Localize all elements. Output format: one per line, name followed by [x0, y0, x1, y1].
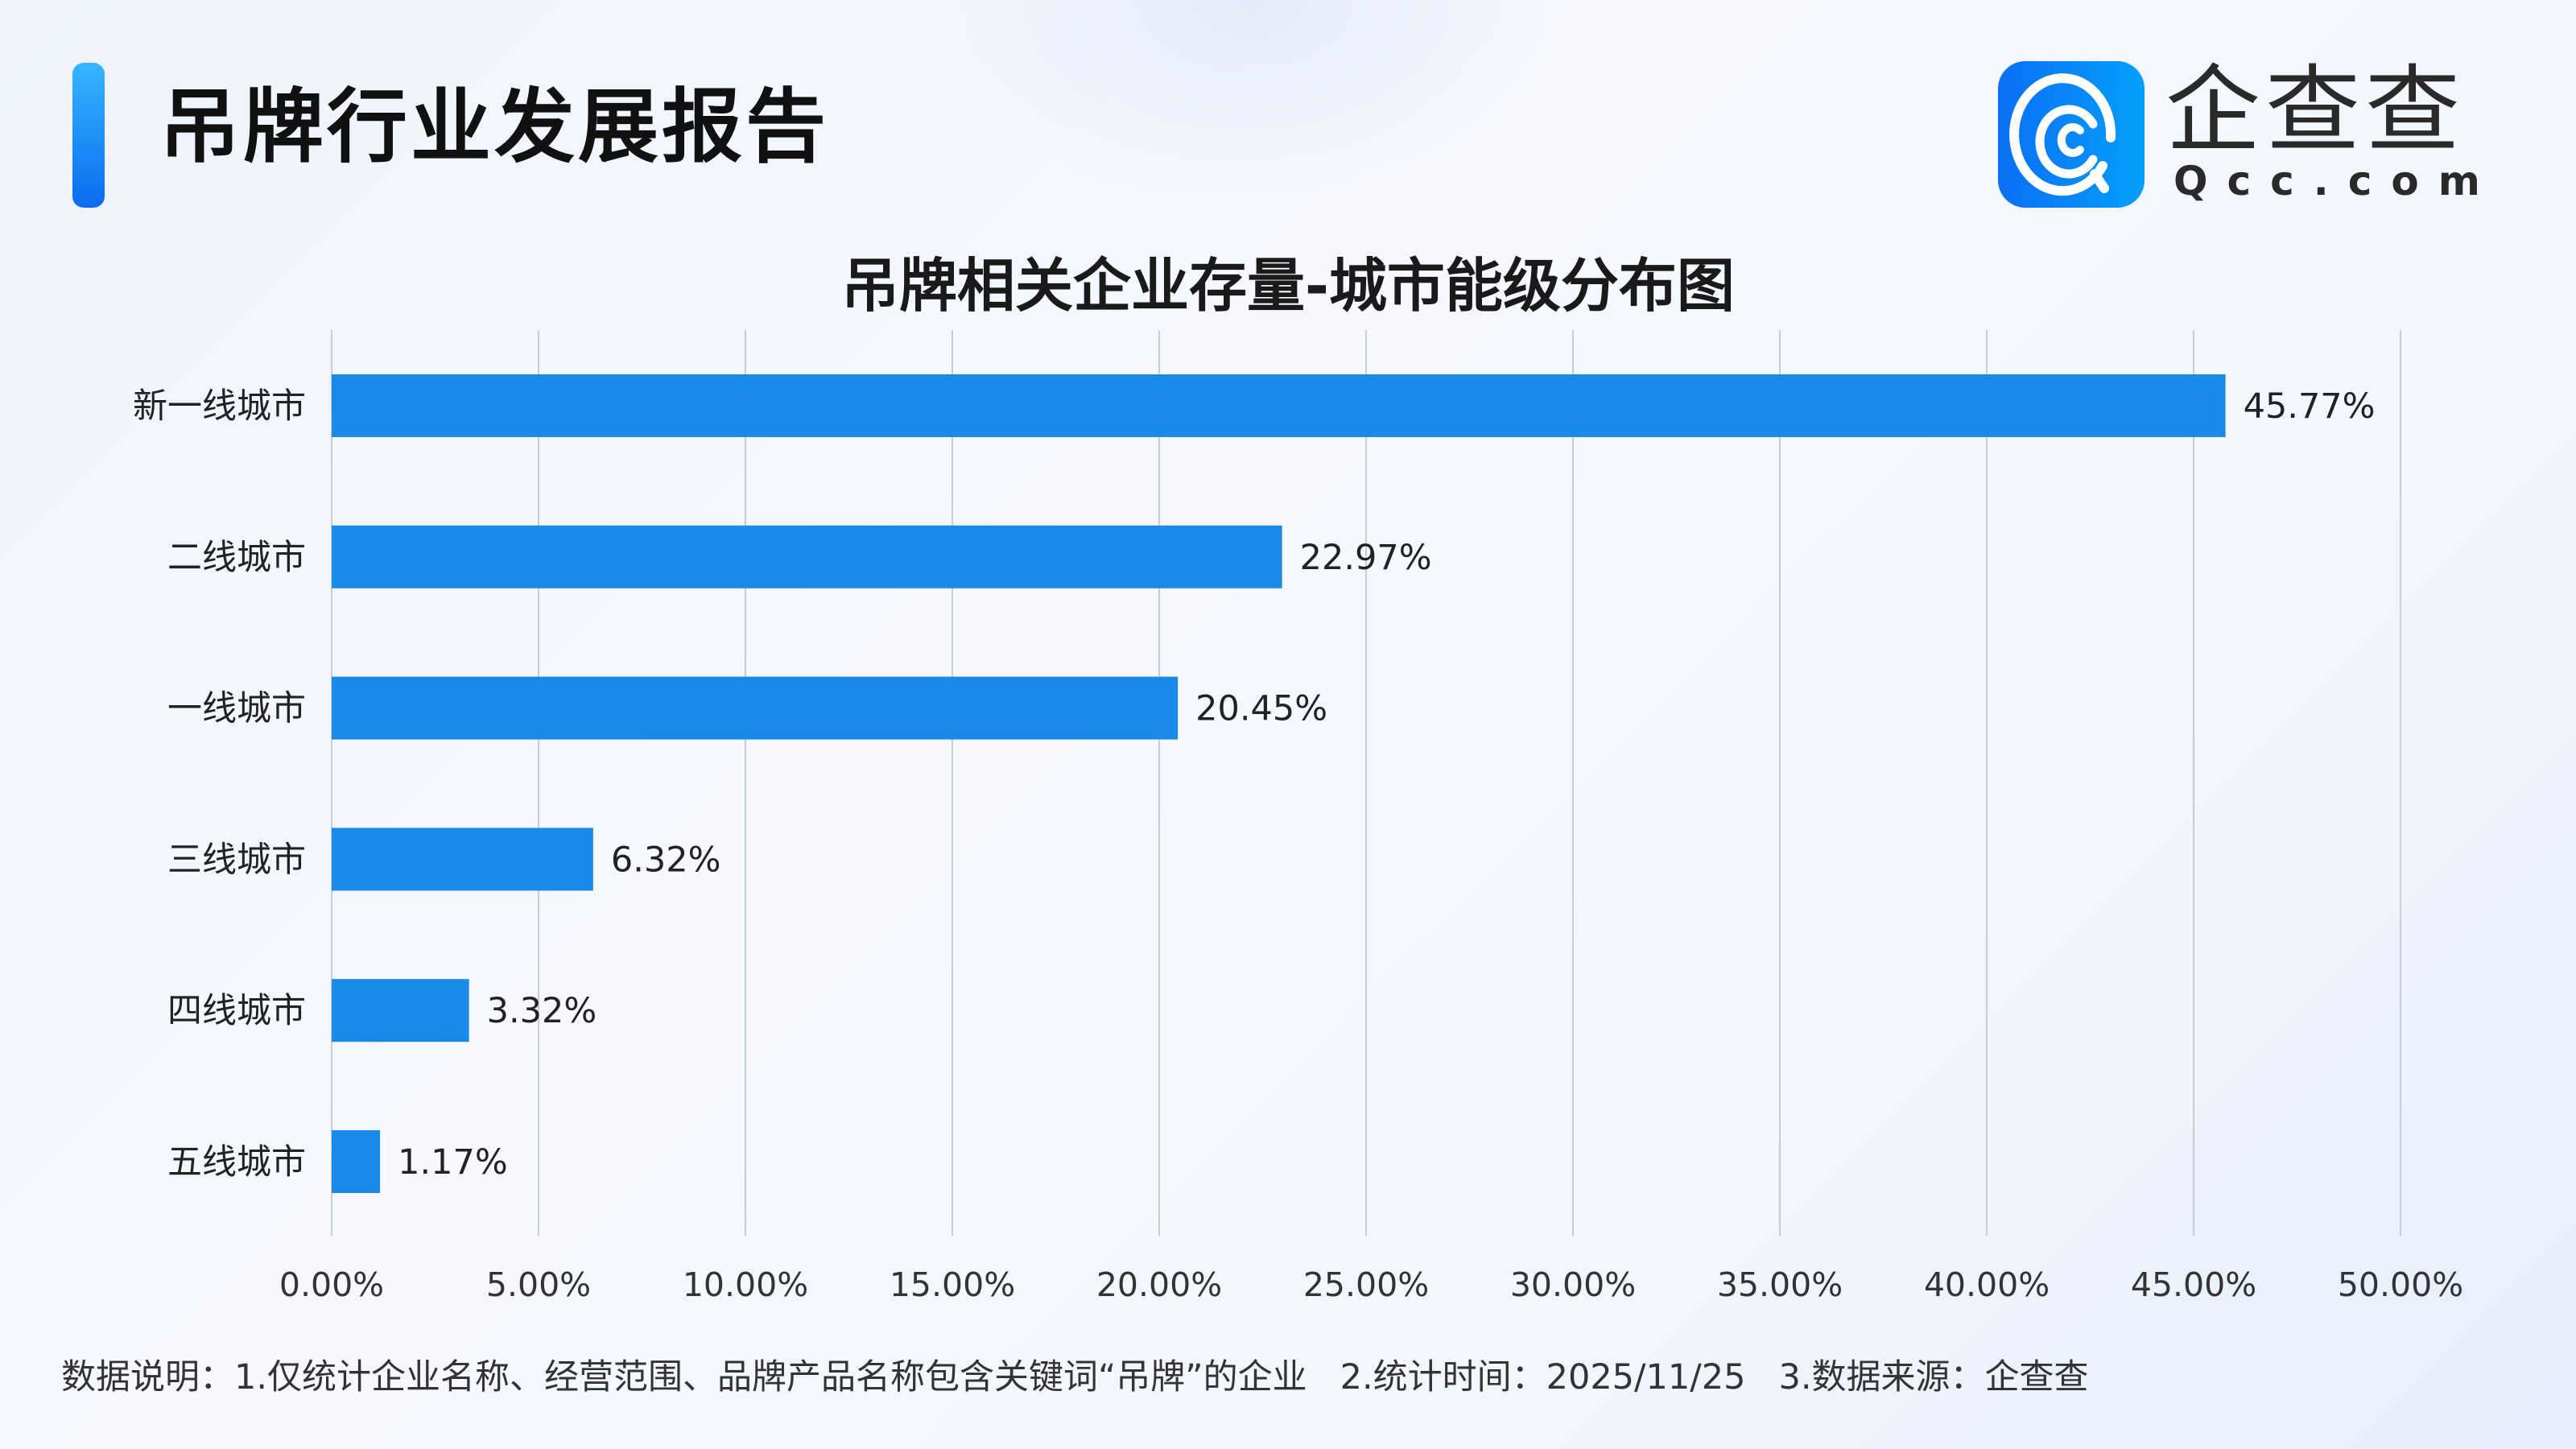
x-tick-label: 40.00% — [1924, 1265, 2050, 1304]
x-tick-label: 30.00% — [1510, 1265, 1636, 1304]
x-tick-label: 45.00% — [2131, 1265, 2256, 1304]
bar — [332, 828, 593, 891]
qcc-logo-text: 企查查 — [2165, 55, 2466, 166]
category-label: 二线城市 — [167, 538, 306, 578]
bar — [332, 676, 1179, 740]
category-label: 五线城市 — [167, 1142, 306, 1183]
data-label: 6.32% — [611, 840, 721, 880]
data-label: 45.77% — [2244, 386, 2376, 427]
category-label: 三线城市 — [167, 840, 306, 880]
data-label: 22.97% — [1300, 538, 1432, 578]
qcc-logo-icon — [1998, 61, 2145, 208]
x-tick-label: 35.00% — [1717, 1265, 1843, 1304]
page-title: 吊牌行业发展报告 — [159, 80, 829, 174]
data-label: 1.17% — [398, 1142, 508, 1183]
data-label: 20.45% — [1195, 689, 1327, 729]
x-tick-label: 50.00% — [2338, 1265, 2463, 1304]
x-tick-label: 0.00% — [279, 1265, 384, 1304]
title-accent-bar — [72, 63, 105, 208]
footer-note: 数据说明：1.仅统计企业名称、经营范围、品牌产品名称包含关键词“吊牌”的企业 2… — [61, 1357, 2089, 1397]
x-tick-label: 10.00% — [683, 1265, 808, 1304]
x-tick-label: 20.00% — [1096, 1265, 1222, 1304]
category-label: 一线城市 — [167, 689, 306, 729]
category-label: 新一线城市 — [133, 386, 306, 427]
x-tick-label: 5.00% — [486, 1265, 591, 1304]
category-label: 四线城市 — [167, 991, 306, 1031]
bar — [332, 1130, 381, 1193]
data-label: 3.32% — [487, 991, 597, 1031]
chart-title: 吊牌相关企业存量-城市能级分布图 — [841, 252, 1735, 320]
bar — [332, 374, 2226, 437]
x-tick-label: 15.00% — [890, 1265, 1015, 1304]
x-tick-label: 25.00% — [1303, 1265, 1429, 1304]
bar — [332, 979, 469, 1042]
qcc-logo-subtext: Qcc.com — [2174, 158, 2500, 204]
bar — [332, 525, 1282, 588]
